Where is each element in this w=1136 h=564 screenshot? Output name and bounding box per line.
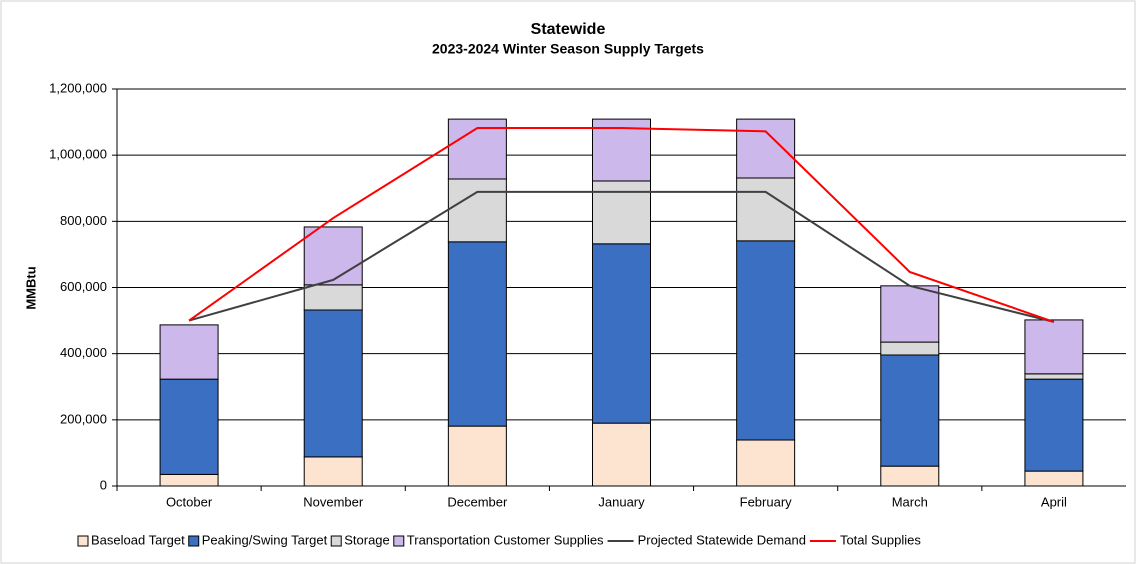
bar-segment (880, 285, 940, 343)
bar-segment (880, 341, 940, 356)
legend-label: Projected Statewide Demand (638, 532, 806, 547)
bar-segment (447, 178, 507, 243)
y-axis-label: MMBtu (23, 266, 38, 309)
bar-segment (880, 354, 940, 467)
bar-segment (736, 177, 796, 242)
x-tick-label: October (166, 494, 213, 509)
bar-segment (447, 241, 507, 427)
chart-subtitle: 2023-2024 Winter Season Supply Targets (432, 41, 704, 57)
bar-segment (1024, 373, 1084, 380)
x-tick-label: January (598, 494, 645, 509)
x-tick-label: December (447, 494, 508, 509)
legend-swatch (330, 535, 342, 547)
bar-segment (1024, 470, 1084, 487)
chart-title: Statewide (531, 21, 606, 38)
bar-segment (303, 226, 363, 286)
y-tick-label: 400,000 (60, 345, 107, 360)
bar-segment (303, 456, 363, 487)
bar-segment (736, 439, 796, 487)
y-tick-label: 800,000 (60, 213, 107, 228)
bar-segment (447, 425, 507, 487)
bar-segment (159, 324, 219, 380)
bar-segment (592, 180, 651, 245)
bar-segment (736, 118, 796, 179)
line-series (188, 190, 1055, 323)
x-tick-label: March (892, 494, 928, 509)
bar-segment (159, 473, 219, 487)
y-tick-label: 1,000,000 (49, 147, 107, 162)
y-tick-label: 1,200,000 (49, 80, 107, 95)
x-tick-label: April (1041, 494, 1067, 509)
y-tick-label: 0 (100, 477, 107, 492)
legend-label: Storage (344, 532, 390, 547)
bar-segment (736, 240, 796, 441)
legend-label: Total Supplies (840, 532, 921, 547)
legend-swatch (77, 535, 89, 547)
bar-segment (1024, 319, 1084, 375)
bar-segment (159, 378, 219, 475)
legend-label: Transportation Customer Supplies (407, 532, 604, 547)
legend-swatch (188, 535, 200, 547)
legend-label: Baseload Target (91, 532, 185, 547)
bar-segment (303, 284, 363, 311)
legend-label: Peaking/Swing Target (202, 532, 328, 547)
bar-segment (592, 422, 651, 487)
line-series (188, 127, 1055, 323)
x-tick-label: November (303, 494, 364, 509)
y-tick-label: 600,000 (60, 279, 107, 294)
bar-segment (1024, 378, 1084, 472)
bar-segment (303, 309, 363, 458)
legend-swatch (393, 535, 405, 547)
bar-segment (592, 243, 651, 424)
y-tick-label: 200,000 (60, 411, 107, 426)
x-tick-label: February (740, 494, 793, 509)
bar-segment (880, 465, 940, 487)
